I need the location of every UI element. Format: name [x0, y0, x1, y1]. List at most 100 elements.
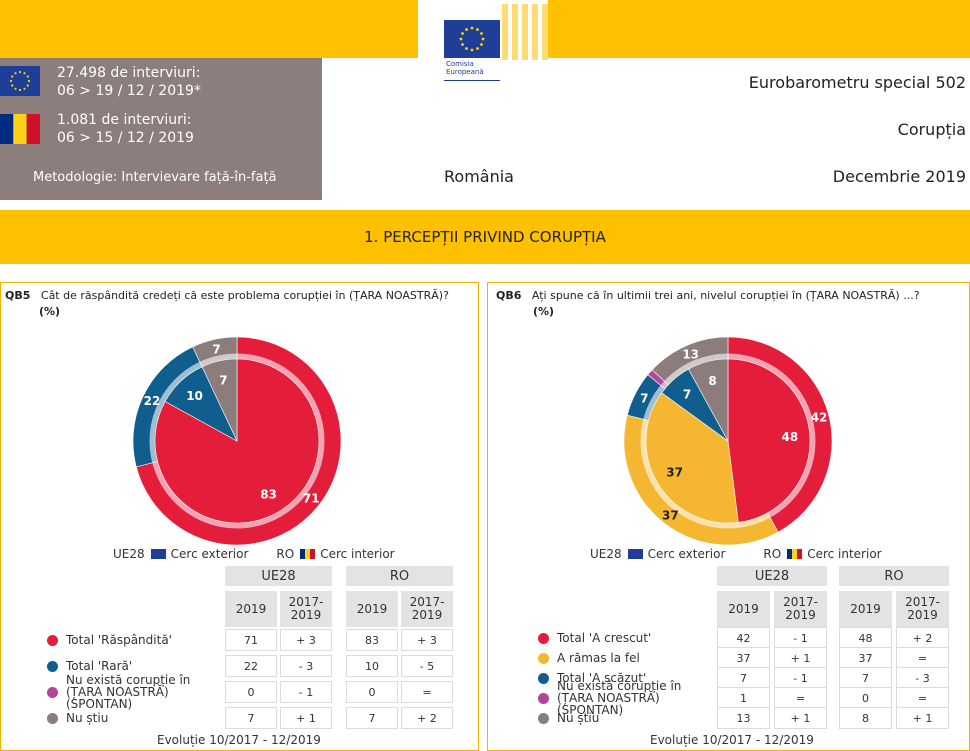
table-header-eu: UE28: [225, 566, 332, 586]
pie-value-label: 7: [219, 373, 227, 387]
table-cell-value: 37: [717, 647, 770, 669]
table-cell-value: 48: [839, 627, 892, 649]
table-cell-change: + 1: [774, 647, 827, 669]
ro-dates: 06 > 15 / 12 / 2019: [57, 130, 194, 146]
pie-value-label: 13: [682, 348, 699, 362]
legend-dot-icon: [538, 672, 549, 684]
flag-star: [459, 37, 463, 41]
flag-star: [14, 72, 17, 75]
logo-text-line2: Europeană: [446, 68, 484, 76]
table-header-eu: UE28: [717, 566, 827, 586]
eu-flag-icon: [444, 20, 500, 58]
pie-chart: 42 37 7 13 48 37 7 8: [623, 336, 833, 546]
table-subheader-trend: 2017- 2019: [774, 591, 827, 627]
flag-star: [14, 87, 17, 90]
table-row-label: Nu există corupție în (ȚARA NOASTRĂ) (SP…: [538, 680, 713, 716]
survey-name: Eurobarometru special 502: [748, 73, 966, 92]
question-code: QB5: [5, 289, 31, 302]
table-cell-value: 83: [346, 629, 398, 651]
table-row-label: Nu există corupție în (ȚARA NOASTRĂ) (SP…: [47, 674, 222, 710]
table-subheader-trend: 2017- 2019: [401, 591, 453, 627]
table-cell-value: 7: [839, 667, 892, 689]
flag-star: [23, 87, 26, 90]
table-cell-change: =: [774, 687, 827, 709]
logo-building-lines: [502, 4, 548, 60]
flag-star: [18, 70, 22, 74]
legend-eu-label: UE28: [113, 547, 145, 561]
panel-qb5: QB5 Cât de răspândită credeți că este pr…: [0, 282, 479, 751]
table-subheader-trend: 2017- 2019: [896, 591, 949, 627]
pie-value-label: 37: [666, 466, 683, 480]
pie-value-label: 10: [186, 389, 203, 403]
legend-dot-icon: [538, 692, 549, 704]
table-cell-value: 13: [717, 707, 770, 729]
table-cell-change: - 3: [896, 667, 949, 689]
table-cell-value: 42: [717, 627, 770, 649]
eu-flag-icon: [150, 549, 166, 559]
table-row-label: Total 'A scăzut': [538, 667, 713, 689]
table-cell-change: + 1: [896, 707, 949, 729]
table-cell-value: 0: [839, 687, 892, 709]
flag-star: [476, 28, 479, 31]
pie-slice-inner: [688, 358, 729, 442]
row-label-text: Total 'A scăzut': [557, 671, 647, 685]
flag-star: [480, 43, 483, 46]
evolution-note: Evoluție 10/2017 - 12/2019: [157, 733, 321, 747]
legend-outer-label: Cerc exterior: [647, 547, 726, 561]
eu-interviews: 27.498 de interviuri:: [57, 65, 201, 81]
table-cell-change: =: [896, 687, 949, 709]
pie-value-label: 7: [212, 342, 220, 356]
unit-label: (%): [39, 305, 61, 318]
table-row-label: Nu știu: [538, 707, 713, 729]
row-label-text: Total 'A crescut': [557, 631, 652, 645]
table-cell-change: + 2: [896, 627, 949, 649]
flag-star: [11, 75, 14, 78]
table-subheader-year: 2019: [717, 591, 770, 627]
table-cell-value: 22: [225, 655, 277, 677]
chart-legend: UE28 Cerc exterior RO Cerc interior: [113, 547, 395, 561]
pie-value-label: 37: [662, 508, 679, 522]
unit-label: (%): [533, 305, 555, 318]
pie-chart: 71 22 7 83 10 7: [132, 336, 342, 546]
methodology: Metodologie: Intervievare față-în-față: [33, 170, 277, 185]
table-header-ro: RO: [839, 566, 949, 586]
question-text: Ați spune că în ultimii trei ani, nivelu…: [531, 289, 920, 302]
question-code: QB6: [496, 289, 522, 302]
table-cell-value: 7: [225, 707, 277, 729]
flag-star: [26, 84, 29, 87]
table-cell-change: + 3: [401, 629, 453, 651]
eu-flag-icon: [0, 66, 40, 96]
flag-star: [481, 37, 485, 41]
table-cell-value: 37: [839, 647, 892, 669]
logo-divider: [444, 80, 500, 81]
legend-dot-icon: [538, 632, 549, 644]
table-cell-value: 71: [225, 629, 277, 651]
row-label-text: A rămas la fel: [557, 651, 640, 665]
table-cell-change: + 1: [774, 707, 827, 729]
legend-inner-label: Cerc interior: [807, 547, 882, 561]
logo-text-line1: Comisia: [446, 60, 474, 68]
table-cell-change: - 5: [401, 655, 453, 677]
survey-date: Decembrie 2019: [832, 167, 966, 186]
legend-dot-icon: [538, 652, 549, 664]
table-subheader-year: 2019: [346, 591, 398, 627]
pie-value-label: 8: [708, 374, 716, 388]
legend-dot-icon: [47, 712, 58, 724]
table-cell-change: - 1: [280, 681, 332, 703]
table-cell-value: 0: [225, 681, 277, 703]
flag-star: [23, 72, 26, 75]
table-cell-value: 8: [839, 707, 892, 729]
pie-slice-inner: [645, 392, 739, 524]
flag-star: [461, 32, 464, 35]
legend-dot-icon: [47, 634, 58, 646]
panel-qb6: QB6 Ați spune că în ultimii trei ani, ni…: [487, 282, 970, 751]
flag-star: [461, 43, 464, 46]
pie-value-label: 7: [683, 387, 691, 401]
romania-flag-icon: [300, 549, 316, 559]
row-label-text: Total 'Rară': [66, 659, 133, 673]
table-cell-change: - 1: [774, 667, 827, 689]
table-cell-value: 1: [717, 687, 770, 709]
legend-dot-icon: [47, 660, 58, 672]
table-cell-change: =: [401, 681, 453, 703]
legend-eu-label: UE28: [590, 547, 622, 561]
